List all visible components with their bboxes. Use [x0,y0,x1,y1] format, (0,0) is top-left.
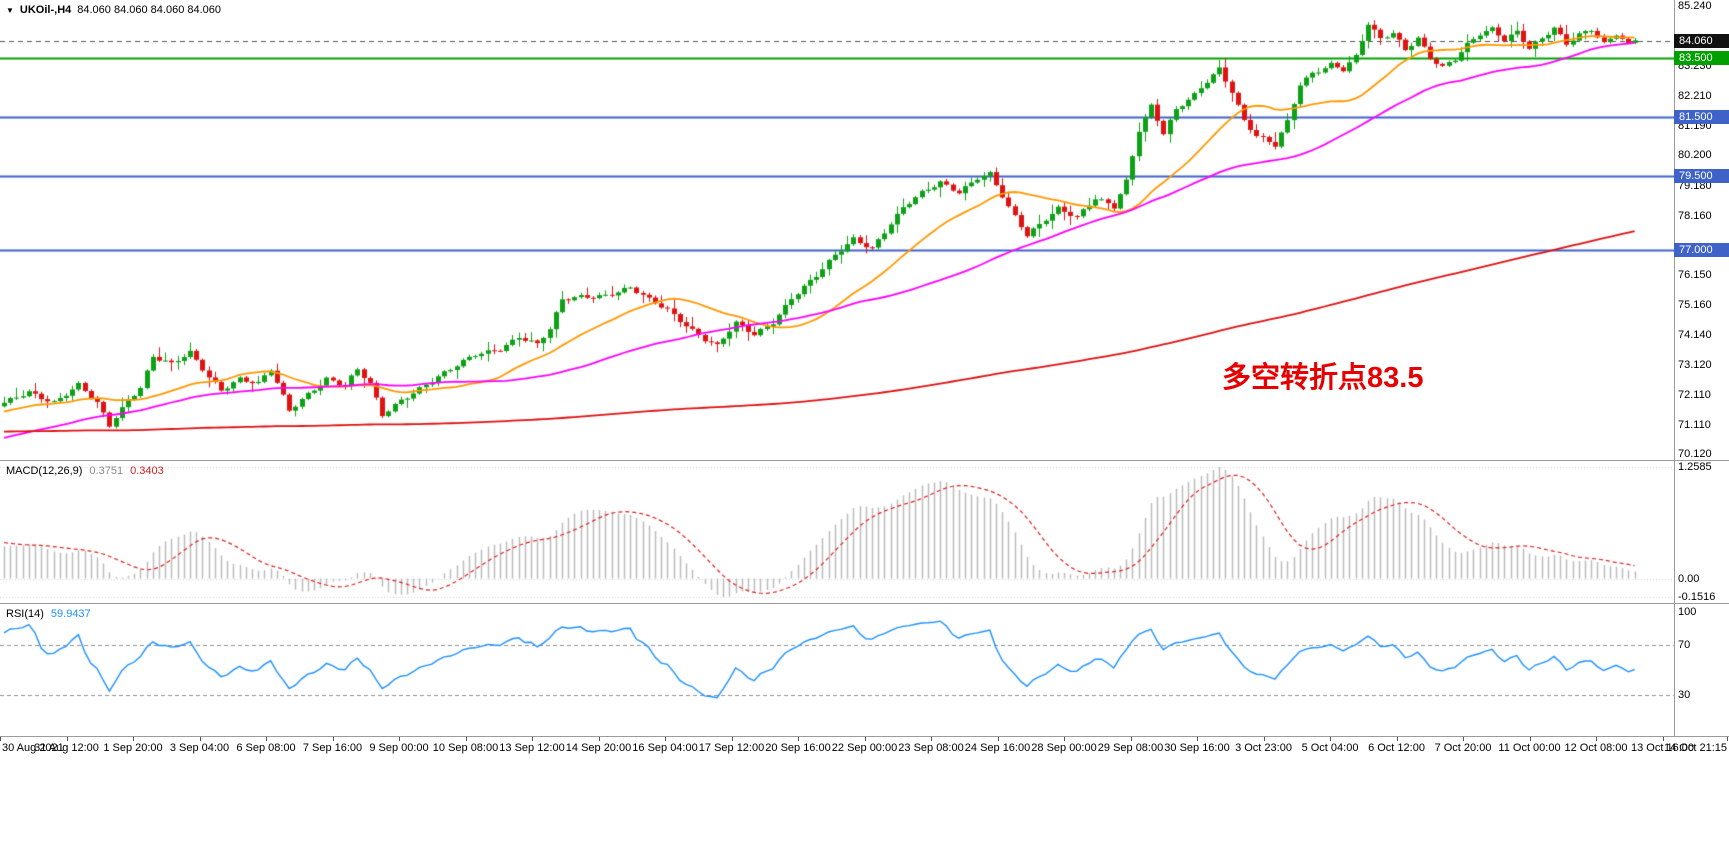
macd-indicator-label: MACD(12,26,9) 0.3751 0.3403 [6,465,164,477]
level-price-badge: 79.500 [1674,169,1729,184]
time-axis-label: 5 Oct 04:00 [1301,742,1359,754]
macd-rsi-divider[interactable] [0,603,1729,604]
time-axis-tick [1264,737,1265,741]
time-axis-tick [532,737,533,741]
time-axis-label: 20 Sep 16:00 [765,742,831,754]
rsi-axis-label: 30 [1678,688,1691,701]
price-axis-label: 80.200 [1678,149,1712,162]
time-axis-label: 28 Sep 00:00 [1031,742,1097,754]
time-axis-tick [399,737,400,741]
rsi-axis-label: 100 [1678,606,1697,618]
level-price-badge: 77.000 [1674,243,1729,258]
price-axis-label: 73.120 [1678,359,1712,372]
time-axis-label: 3 Oct 23:00 [1235,742,1292,754]
macd-axis-label: -0.1516 [1678,591,1716,603]
one-click-trading-icon[interactable]: ▼ [6,5,14,15]
time-axis-label: 7 Sep 16:00 [302,742,363,754]
level-price-badge: 81.500 [1674,109,1729,124]
time-axis-label: 30 Sep 16:00 [1164,742,1230,754]
time-axis-tick [67,737,68,741]
symbol-timeframe-label: UKOil-,H4 [19,4,72,16]
time-axis-label: 13 Sep 12:00 [499,742,565,754]
time-axis-label: 22 Sep 00:00 [831,742,898,754]
rsi-panel-canvas[interactable] [0,604,1674,736]
time-axis-label: 31 Aug 12:00 [34,742,99,754]
price-chart-canvas[interactable] [0,0,1674,460]
price-axis-label: 76.150 [1678,269,1712,282]
time-axis-tick [599,737,600,741]
price-axis-label: 74.140 [1678,328,1712,341]
rsi-indicator-label: RSI(14) 59.9437 [6,608,91,620]
price-axis-label: 70.120 [1678,448,1712,460]
time-axis-tick [998,737,999,741]
current-price-badge: 84.060 [1674,33,1729,48]
rsi-axis-label: 70 [1678,639,1691,652]
time-axis-tick [1330,737,1331,741]
macd-name: MACD(12,26,9) [6,465,83,477]
time-axis-label: 23 Sep 08:00 [898,742,964,754]
price-axis-label: 85.240 [1678,0,1712,12]
time-axis-label: 10 Sep 08:00 [432,742,499,754]
time-axis-tick [732,737,733,741]
time-axis-tick [665,737,666,741]
price-axis-label: 71.110 [1678,418,1711,431]
macd-panel-canvas[interactable] [0,461,1674,603]
time-axis-label: 14 Oct 21:15 [1664,742,1727,754]
time-axis-label: 7 Oct 20:00 [1434,742,1492,754]
symbol-info: ▼ UKOil-,H4 84.060 84.060 84.060 84.060 [6,4,221,16]
time-axis-tick [200,737,201,741]
time-axis-tick [1397,737,1398,741]
time-axis-label: 11 Oct 00:00 [1498,742,1561,754]
rsi-name: RSI(14) [6,608,44,620]
rsi-value: 59.9437 [50,608,91,620]
time-axis-label: 17 Sep 12:00 [698,742,765,754]
time-axis-label: 3 Sep 04:00 [169,742,230,754]
price-scale-divider [1674,0,1675,737]
time-axis-tick [1197,737,1198,741]
time-axis-tick [1530,737,1531,741]
chart-timeaxis-divider [0,736,1729,737]
time-axis-tick [466,737,467,741]
price-axis-label: 82.210 [1678,89,1712,102]
level-price-badge: 83.500 [1674,50,1729,65]
time-axis-label: 13 Oct 16:00 [1631,742,1694,754]
time-axis-tick [133,737,134,741]
time-axis-label: 6 Sep 08:00 [236,742,296,754]
annotation-text[interactable]: 多空转折点83.5 [1222,362,1424,394]
time-axis-label: 6 Oct 12:00 [1368,742,1425,754]
time-axis-label: 12 Oct 08:00 [1564,742,1628,754]
price-axis-label: 72.110 [1678,389,1711,402]
macd-signal-value: 0.3403 [130,465,164,477]
time-axis-tick [931,737,932,741]
macd-axis-label: 1.2585 [1678,461,1712,473]
time-axis-label: 9 Sep 00:00 [369,742,429,754]
time-axis-tick [266,737,267,741]
price-axis-label: 78.160 [1678,209,1712,222]
ohlc-readout: 84.060 84.060 84.060 84.060 [77,4,222,16]
time-axis-label: 30 Aug 2021 [2,742,64,754]
price-axis-label: 75.160 [1678,298,1712,311]
macd-axis-label: 0.00 [1678,572,1700,585]
time-axis-tick [798,737,799,741]
time-axis-tick [1064,737,1065,741]
time-axis-label: 16 Sep 04:00 [632,742,698,754]
time-axis-tick [1131,737,1132,741]
time-axis-label: 29 Sep 08:00 [1097,742,1164,754]
time-axis-tick [333,737,334,741]
price-macd-divider[interactable] [0,460,1729,461]
time-axis-tick [1463,737,1464,741]
macd-main-value: 0.3751 [89,465,124,477]
time-axis-label: 14 Sep 20:00 [565,742,632,754]
time-axis-tick [865,737,866,741]
time-axis-tick [1663,737,1664,741]
time-axis-tick [0,737,1,741]
time-axis-tick [1596,737,1597,741]
time-axis-label: 1 Sep 20:00 [103,742,163,754]
time-axis-tick [1727,737,1728,741]
time-axis-label: 24 Sep 16:00 [964,742,1031,754]
